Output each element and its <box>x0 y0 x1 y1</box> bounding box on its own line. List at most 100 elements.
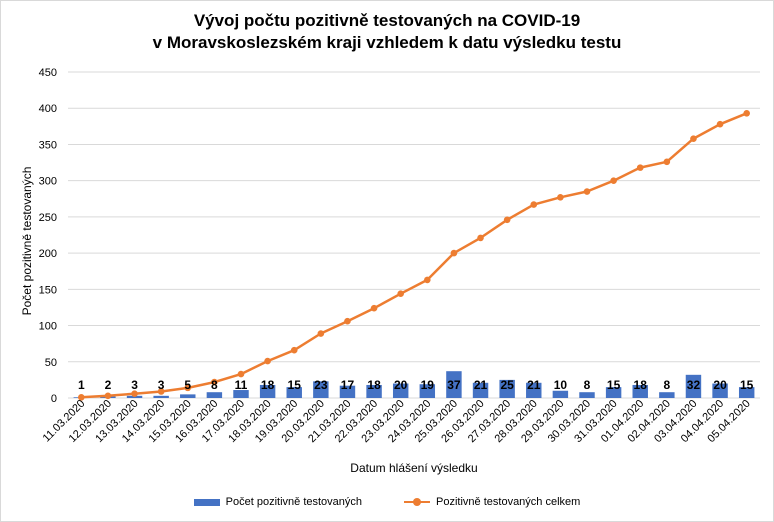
line-point <box>424 276 431 284</box>
bar <box>685 374 702 398</box>
bar <box>419 384 436 398</box>
line-point <box>503 216 511 224</box>
bar-series <box>73 371 755 398</box>
y-tick-label: 400 <box>39 103 57 115</box>
bar <box>206 392 223 398</box>
chart-title-line-2: v Moravskoslezském kraji vzhledem k datu… <box>152 33 622 52</box>
bar <box>259 384 276 398</box>
bar-value-label: 19 <box>421 378 435 392</box>
bar-value-label: 3 <box>158 378 165 392</box>
line-point <box>743 109 750 117</box>
bar <box>339 385 356 398</box>
line-point <box>530 201 538 208</box>
y-tick-label: 300 <box>39 176 57 188</box>
legend-bar-label: Počet pozitivně testovaných <box>225 496 363 508</box>
bar-value-label: 21 <box>474 378 488 392</box>
legend: Počet pozitivně testovaných Pozitivně te… <box>1 496 773 508</box>
bar <box>499 379 515 398</box>
line-point <box>131 390 138 397</box>
bar <box>233 390 249 398</box>
bar <box>313 381 329 398</box>
bar-value-label: 25 <box>500 378 514 392</box>
bar-value-label: 3 <box>131 378 138 392</box>
bar <box>366 384 382 398</box>
y-tick-label: 350 <box>39 139 57 151</box>
line-point <box>477 234 484 242</box>
line-point <box>317 330 325 337</box>
line-series <box>78 109 750 401</box>
line-point <box>397 290 404 297</box>
chart-title-line-1: Vývoj počtu pozitivně testovaných na COV… <box>193 11 581 30</box>
bar <box>712 383 728 398</box>
bar-value-label: 8 <box>211 378 218 392</box>
line-point <box>690 135 697 142</box>
line-point <box>557 194 564 201</box>
legend-bar-swatch <box>193 498 220 506</box>
line-point <box>583 188 591 195</box>
bar <box>605 387 622 398</box>
y-axis-ticks: 0 50 100 150 200 250 300 350 400 450 <box>39 67 57 405</box>
bar-value-label: 18 <box>261 378 275 392</box>
line-point <box>237 370 245 378</box>
line-point <box>78 393 85 401</box>
chart-title: Vývoj počtu pozitivně testovaných na COV… <box>1 10 773 54</box>
bar-value-label: 2 <box>105 378 112 392</box>
bar-value-label: 15 <box>740 378 754 392</box>
bar-value-label: 15 <box>288 378 302 392</box>
bar-value-label: 8 <box>584 378 591 392</box>
x-axis-title: Datum hlášení výsledku <box>350 461 477 475</box>
line-point <box>450 249 458 257</box>
line-point <box>610 177 617 184</box>
line-point <box>104 392 112 400</box>
line-point <box>370 304 378 312</box>
line-point <box>663 158 671 166</box>
bar <box>552 390 569 398</box>
y-tick-label: 50 <box>45 357 57 369</box>
bar-value-label: 10 <box>554 378 568 392</box>
y-tick-label: 250 <box>39 212 57 224</box>
bar <box>180 394 196 398</box>
y-tick-label: 150 <box>39 284 57 296</box>
bar-value-label: 37 <box>447 378 461 392</box>
bar-value-label: 15 <box>607 378 621 392</box>
bar-value-label: 11 <box>235 378 248 392</box>
y-tick-label: 450 <box>39 67 57 79</box>
y-tick-label: 100 <box>39 321 57 333</box>
bar <box>659 392 675 398</box>
bar-value-label: 32 <box>687 378 701 392</box>
line-point <box>344 317 351 325</box>
bar-value-label: 5 <box>184 378 191 392</box>
line-point <box>290 346 298 354</box>
cumulative-line <box>81 112 748 399</box>
line-point <box>716 120 724 128</box>
y-tick-label: 200 <box>39 248 57 260</box>
bar <box>286 387 302 398</box>
bar <box>446 371 462 398</box>
bar <box>632 384 648 398</box>
x-axis-ticks: 11.03.202012.03.202013.03.202014.03.2020… <box>41 398 753 445</box>
bar <box>392 383 409 398</box>
bar-value-label: 21 <box>527 378 541 392</box>
bar-value-label: 18 <box>634 378 648 392</box>
line-point <box>636 164 644 171</box>
y-tick-label: 0 <box>51 393 57 405</box>
bar-value-label: 23 <box>314 378 328 392</box>
bar <box>153 395 169 398</box>
bar <box>738 387 755 398</box>
line-point <box>157 388 165 395</box>
bar-value-label: 18 <box>367 378 381 392</box>
line-point <box>211 378 218 386</box>
y-axis-title: Počet pozitivně testovaných <box>20 167 34 316</box>
bar-value-label: 20 <box>394 378 408 392</box>
bar-data-labels: 1 2 3 3 5 8 11 18 15 23 17 18 20 19 37 21 25 21 10 8 15 18 8 32… <box>78 378 754 392</box>
line-point <box>264 357 271 365</box>
bar <box>579 392 595 398</box>
line-point <box>184 384 192 392</box>
bar <box>472 382 489 398</box>
bar-value-label: 20 <box>713 378 727 392</box>
bar-value-label: 8 <box>664 378 671 392</box>
gridlines <box>68 71 760 399</box>
legend-line-label: Pozitivně testovaných celkem <box>436 496 581 508</box>
